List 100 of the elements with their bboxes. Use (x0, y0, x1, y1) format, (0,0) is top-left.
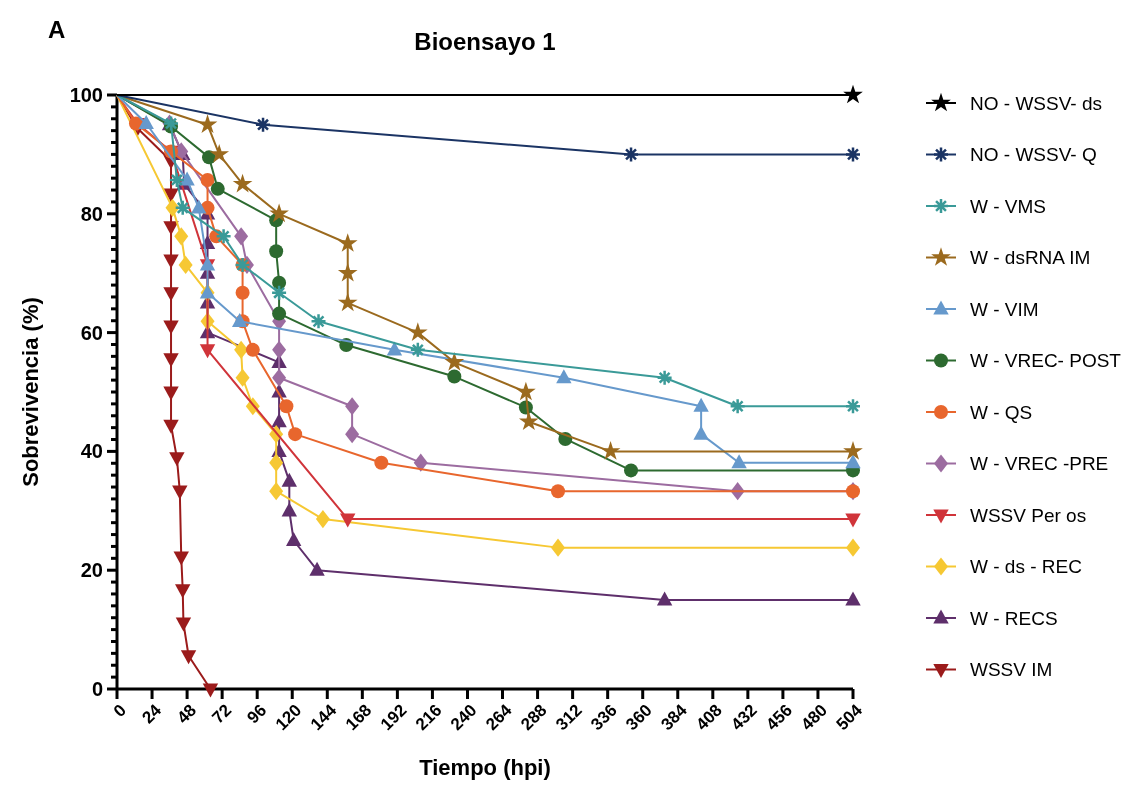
point (729, 398, 746, 415)
point (234, 340, 249, 359)
x-tick-label: 288 (517, 700, 551, 735)
x-tick-label: 48 (173, 700, 201, 728)
point (163, 254, 179, 269)
legend-label: W - QS (970, 401, 1033, 423)
x-tick-label: 384 (657, 700, 692, 735)
point (846, 538, 860, 557)
legend-label: WSSV IM (970, 659, 1053, 681)
point (245, 342, 260, 357)
point (163, 419, 179, 434)
point (173, 551, 189, 566)
x-tick-label: 240 (447, 700, 481, 735)
legend-label: W - VREC- POST (970, 350, 1122, 372)
point (551, 538, 566, 557)
point (169, 452, 185, 467)
y-axis-title: Sobrevivencia (%) (18, 297, 43, 487)
legend-label: W - dsRNA IM (970, 247, 1091, 269)
point (337, 262, 358, 282)
point (281, 502, 298, 517)
point (179, 171, 195, 186)
point (272, 340, 287, 359)
legend-label: W - ds - REC (970, 556, 1082, 578)
point (172, 485, 188, 500)
point (165, 198, 180, 217)
point (210, 181, 225, 196)
point (337, 233, 358, 252)
point (656, 369, 673, 386)
x-tick-label: 24 (138, 700, 166, 728)
point (197, 114, 218, 134)
point (235, 285, 250, 300)
point (163, 320, 179, 335)
x-tick-label: 336 (587, 700, 621, 735)
x-tick-label: 144 (306, 700, 341, 735)
point (270, 284, 288, 302)
x-tick-label: 360 (622, 700, 656, 735)
x-tick-label: 408 (692, 700, 726, 735)
point (235, 368, 250, 387)
point (845, 591, 861, 606)
point (413, 453, 428, 472)
point (844, 398, 862, 415)
point (272, 306, 287, 321)
x-tick-label: 96 (243, 700, 271, 728)
point (288, 427, 303, 442)
y-tick-label: 0 (91, 678, 103, 700)
point (556, 369, 572, 384)
point (191, 199, 207, 214)
point (281, 472, 298, 487)
point (199, 344, 216, 359)
point (843, 441, 863, 460)
point (163, 221, 179, 236)
point (337, 292, 358, 312)
y-tick-label: 60 (80, 321, 103, 344)
point (731, 454, 747, 469)
point (447, 369, 462, 384)
y-tick-label: 100 (69, 84, 103, 106)
point (272, 368, 287, 387)
point (234, 227, 249, 246)
point (232, 173, 253, 193)
point (178, 255, 193, 274)
point (345, 425, 360, 444)
point (845, 454, 861, 469)
x-tick-label: 264 (482, 700, 516, 735)
legend-label: W - RECS (970, 607, 1058, 629)
legend-label: W - VIM (970, 298, 1039, 320)
y-tick-label: 20 (80, 559, 103, 582)
point (269, 244, 284, 259)
point (286, 532, 302, 547)
point (269, 203, 289, 223)
point (163, 353, 179, 368)
point (340, 513, 356, 528)
point (315, 510, 330, 529)
chart-title: Bioensayo 1 (414, 28, 556, 55)
x-tick-label: 216 (411, 700, 446, 735)
point (843, 84, 863, 104)
point (374, 455, 389, 470)
point (518, 411, 539, 431)
point (163, 386, 179, 401)
point (624, 463, 639, 478)
legend-label: WSSV Per os (970, 504, 1087, 526)
point (175, 617, 192, 632)
x-tick-label: 120 (271, 700, 306, 735)
point (845, 513, 861, 528)
point (174, 199, 191, 217)
point (202, 683, 219, 698)
point (693, 397, 709, 412)
point (345, 397, 360, 416)
x-tick-label: 192 (376, 700, 411, 735)
legend-label: NO - WSSV- Q (970, 144, 1097, 166)
x-tick-label: 480 (797, 700, 831, 735)
x-tick-label: 0 (109, 700, 131, 721)
point (516, 381, 536, 401)
point (409, 341, 427, 359)
x-axis-title: Tiempo (hpi) (419, 755, 551, 780)
point (269, 482, 284, 501)
point (622, 146, 640, 163)
y-tick-label: 40 (80, 440, 103, 463)
x-tick-label: 168 (341, 700, 376, 735)
point (693, 425, 709, 440)
point (180, 650, 197, 665)
